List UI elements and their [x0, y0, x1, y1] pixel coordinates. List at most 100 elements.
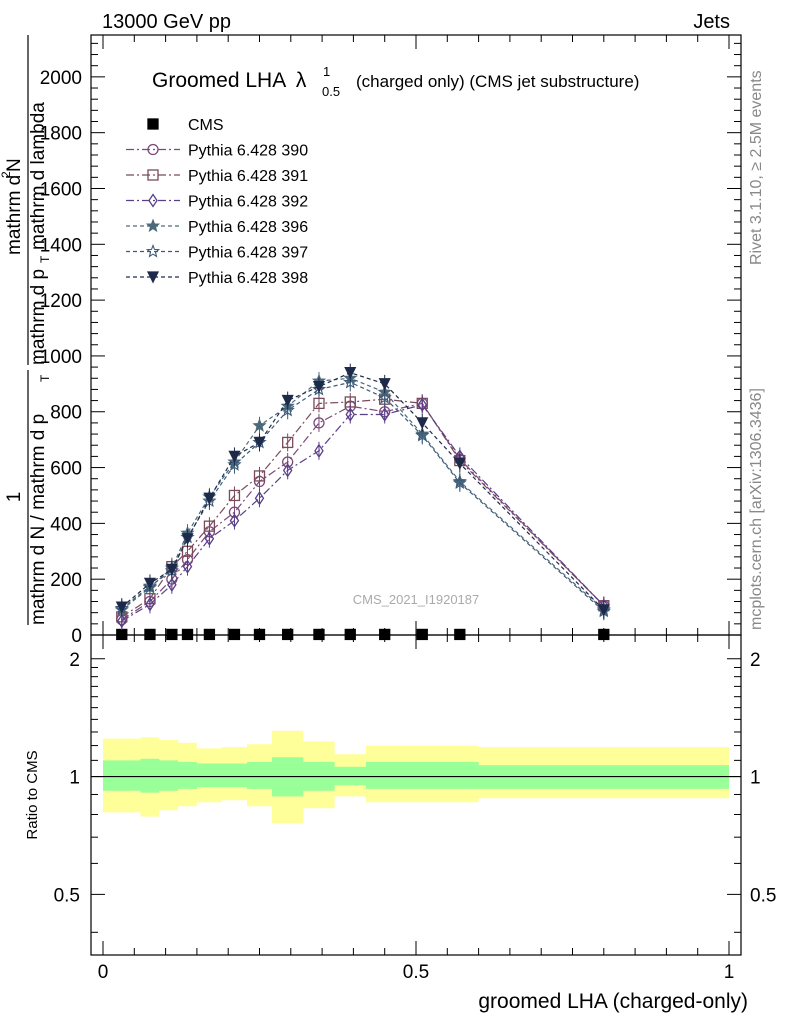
x-axis-label: groomed LHA (charged-only): [478, 990, 748, 1013]
legend-marker: [145, 218, 161, 233]
data-point: [378, 378, 391, 391]
ratio-xtick-label: 0: [98, 962, 109, 983]
ylabel-left-denominator: mathrm d N / mathrm d p: [28, 414, 49, 625]
data-point: [253, 436, 266, 449]
legend-marker: [146, 271, 160, 284]
data-point: [253, 470, 266, 482]
legend-label: Pythia 6.428 397: [188, 245, 308, 262]
data-point: [254, 491, 265, 506]
series-5: [114, 373, 611, 621]
data-point: [165, 563, 178, 576]
ratio-ylabel: Ratio to CMS: [24, 750, 41, 839]
data-point: [167, 577, 177, 592]
legend-marker: [147, 118, 159, 130]
series-line: [121, 404, 605, 622]
data-point: [281, 394, 294, 408]
legend-label: Pythia 6.428 391: [188, 168, 308, 185]
data-point: [181, 533, 194, 546]
data-point: [312, 380, 326, 394]
data-point: [377, 390, 392, 404]
plot-title-main: Groomed LHA: [152, 69, 286, 92]
series-line: [121, 398, 605, 618]
ratio-ytick-label-right: 2: [750, 650, 761, 671]
ylabel-right-num-tail: N: [4, 158, 25, 172]
data-point: [204, 531, 215, 546]
legend-marker: [148, 193, 158, 208]
main-ytick-label: 1400: [40, 235, 82, 256]
main-ytick-label: 1200: [40, 291, 82, 312]
series-line: [121, 377, 605, 611]
data-point: [252, 418, 267, 432]
data-point: [452, 475, 467, 490]
main-y-ticks: 0 200 400 600 800 1000 1200 1400 1600 1800 2000: [40, 42, 741, 647]
series-6: [115, 363, 610, 619]
data-point: [344, 367, 357, 380]
data-point: [116, 613, 127, 629]
data-point: [345, 407, 356, 422]
series-line: [121, 381, 605, 612]
legend-marker: [145, 243, 161, 258]
legend-label: Pythia 6.428 396: [188, 219, 308, 236]
ratio-ytick-label: 0.5: [54, 885, 80, 906]
data-point: [145, 597, 155, 612]
ratio-ytick-label-right: 0.5: [750, 885, 776, 906]
main-ytick-label: 1600: [40, 179, 82, 200]
data-point: [229, 513, 240, 528]
data-point: [143, 577, 157, 590]
header-left: 13000 GeV pp: [102, 11, 231, 33]
ratio-xtick-label: 1: [724, 962, 735, 983]
data-point: [416, 417, 429, 430]
data-point: [597, 604, 610, 617]
main-ytick-label: 2000: [40, 68, 82, 89]
main-ytick-label: 800: [50, 403, 82, 424]
main-panel: 0 200 400 600 800 1000 1200 1400 1600 1800 2000 Gr…: [0, 34, 742, 647]
ylabel-right-num-text: mathrm d: [4, 175, 25, 255]
plot-title-sup: 1: [323, 64, 330, 79]
series-2: [116, 390, 610, 626]
legend-label: CMS: [188, 117, 224, 134]
data-point: [228, 489, 241, 502]
plot-title-rest: (charged only) (CMS jet substructure): [356, 72, 639, 91]
mcplots-label: mcplots.cern.ch [arXiv:1306.3436]: [748, 388, 765, 630]
ylabel-left-numerator: 1: [4, 492, 25, 503]
plot-title-symbol: λ: [296, 69, 307, 92]
main-ytick-label: 400: [50, 514, 82, 535]
ylabel-right-den-sub: T: [38, 255, 52, 263]
rivet-label: Rivet 3.1.10, ≥ 2.5M events: [748, 70, 765, 265]
ylabel-right-numerator: mathrm d: [4, 175, 25, 255]
watermark: CMS_2021_I1920187: [353, 592, 480, 607]
main-ytick-label: 0: [71, 626, 82, 647]
ratio-ytick-label-right: 1: [750, 768, 761, 789]
data-point: [379, 407, 390, 422]
series-line: [121, 372, 605, 611]
data-point: [417, 397, 428, 412]
legend-marker: [147, 143, 159, 156]
data-point: [203, 492, 216, 505]
data-point: [313, 417, 325, 429]
ylabel-right-den-text: mathrm d p: [28, 269, 49, 365]
legend-label: Pythia 6.428 398: [188, 270, 308, 287]
plot-title-sub: 0.5: [322, 84, 340, 99]
data-point: [282, 463, 293, 478]
ylabel-left-den-sub: T: [38, 374, 52, 382]
ylabel-left-den-text: mathrm d N / mathrm d p: [28, 414, 49, 625]
ratio-ytick-label: 2: [69, 650, 80, 671]
main-x-ticks: [102, 35, 730, 635]
legend: CMS Pythia 6.428 390 Pythia 6.428 391 Pythi…: [126, 117, 308, 287]
ylabel-right-num-sup: 2: [0, 171, 13, 178]
main-ytick-label: 1000: [40, 347, 82, 368]
ratio-y-ticks: 0.5 0.5 1 1 2 2: [54, 650, 776, 933]
series-3: [116, 395, 609, 631]
data-point: [282, 436, 294, 449]
ratio-ytick-label: 1: [69, 768, 80, 789]
ratio-x-ticks: 0 0.5 1: [98, 635, 735, 983]
data-point: [228, 450, 241, 463]
main-ytick-label: 600: [50, 459, 82, 480]
data-point: [182, 559, 193, 574]
data-point: [314, 443, 324, 458]
legend-label: Pythia 6.428 392: [188, 194, 308, 211]
series-line: [121, 402, 605, 621]
series-4: [114, 369, 611, 619]
main-ytick-label: 200: [50, 570, 82, 591]
